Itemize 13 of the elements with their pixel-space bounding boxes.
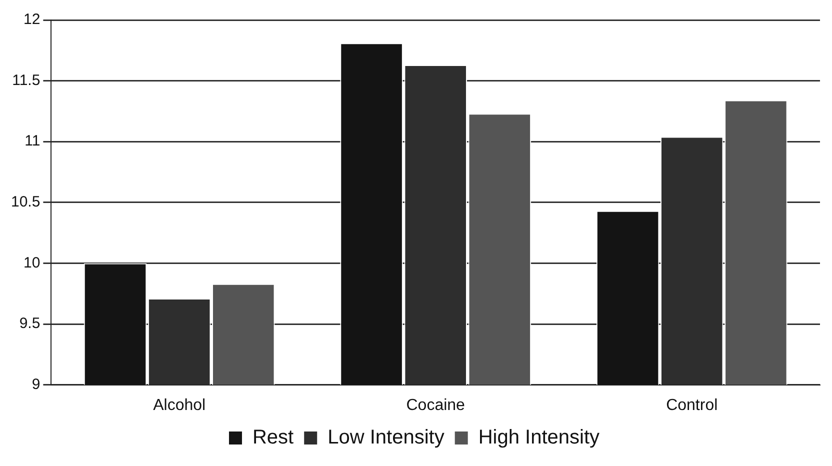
- y-tick-label: 11.5: [12, 72, 40, 89]
- y-tick-label: 9: [32, 376, 40, 393]
- y-tick-label: 11: [24, 132, 40, 150]
- y-tick-label: 10.5: [10, 194, 40, 211]
- y-tick-label: 9.5: [19, 315, 40, 332]
- y-tick-label: 10: [24, 254, 40, 272]
- y-tick-label: 12: [24, 11, 40, 28]
- legend-label: Rest: [252, 426, 294, 449]
- x-tick-label: Alcohol: [153, 396, 206, 414]
- x-tick-label: Cocaine: [406, 396, 466, 414]
- legend-label: High Intensity: [478, 426, 600, 449]
- legend-label: Low Intensity: [328, 426, 444, 449]
- x-tick-label: Control: [666, 396, 718, 414]
